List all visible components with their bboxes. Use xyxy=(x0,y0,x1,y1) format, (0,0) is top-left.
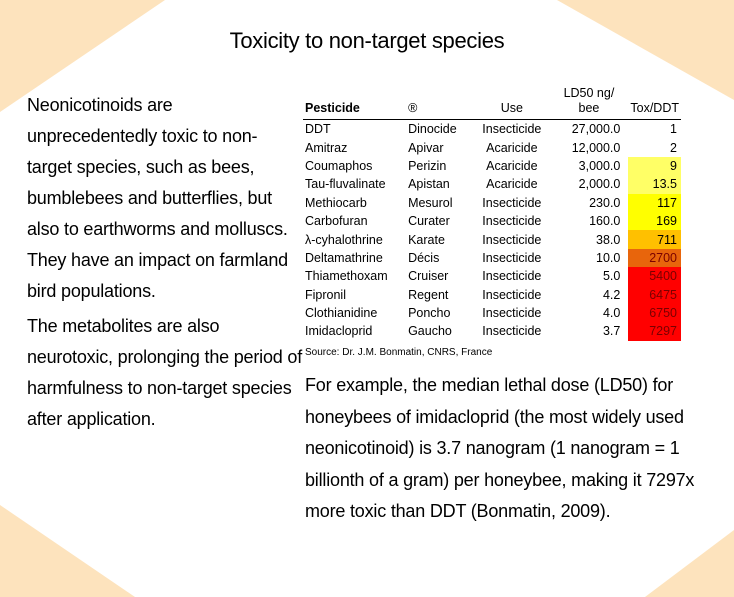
right-paragraph: For example, the median lethal dose (LD5… xyxy=(305,375,695,521)
cell-ld50: 10.0 xyxy=(596,250,621,265)
header-ld50: LD50 ng/ bee xyxy=(549,86,629,120)
cell-pesticide: Imidacloprid xyxy=(305,324,373,339)
cell-use: Acaricide xyxy=(486,158,538,173)
cell-tox-ddt: 9 xyxy=(628,156,681,176)
cell-brand: Apivar xyxy=(408,140,444,155)
cell-use: Insecticide xyxy=(482,195,542,210)
left-text: Neonicotinoids are unprecedentedly toxic… xyxy=(27,90,302,439)
cell-tox-ddt: 117 xyxy=(628,193,681,212)
cell-ld50: 12,000.0 xyxy=(571,140,621,155)
cell-ld50: 4.0 xyxy=(602,306,621,321)
table-row: Tau-fluvalinate Apistan Acaricide 2,000.0 13… xyxy=(303,175,681,194)
cell-brand: Apistan xyxy=(408,177,450,192)
cell-use: Insecticide xyxy=(482,324,542,339)
cell-pesticide: Deltamathrine xyxy=(305,250,383,265)
table-row: Thiamethoxam Cruiser Insecticide 5.0 5400 xyxy=(303,267,681,286)
cell-pesticide: Coumaphos xyxy=(305,158,373,173)
header-use: Use xyxy=(474,86,550,120)
cell-tox-ddt: 169 xyxy=(628,211,681,231)
cell-pesticide: Clothianidine xyxy=(305,306,378,321)
cell-use: Insecticide xyxy=(482,306,542,321)
cell-ld50: 38.0 xyxy=(596,232,621,247)
table-row: Fipronil Regent Insecticide 4.2 6475 xyxy=(303,285,681,304)
table-row: Clothianidine Poncho Insecticide 4.0 6750 xyxy=(303,303,681,323)
cell-use: Acaricide xyxy=(486,140,538,155)
cell-tox-ddt: 6750 xyxy=(628,303,681,323)
cell-brand: Poncho xyxy=(408,306,451,321)
cell-brand: Karate xyxy=(408,232,445,247)
table-row: λ-cyhalothrine Karate Insecticide 38.0 711 xyxy=(303,230,681,249)
table-row: Amitraz Apivar Acaricide 12,000.0 2 xyxy=(303,138,681,156)
cell-tox-ddt: 7297 xyxy=(628,322,681,341)
cell-brand: Cruiser xyxy=(408,269,449,284)
table-row: DDT Dinocide Insecticide 27,000.0 1 xyxy=(303,120,681,139)
cell-pesticide: Amitraz xyxy=(305,140,348,155)
cell-ld50: 3.7 xyxy=(602,324,621,339)
cell-use: Insecticide xyxy=(482,287,542,302)
cell-tox-ddt: 2700 xyxy=(628,248,681,268)
cell-pesticide: Thiamethoxam xyxy=(305,269,388,284)
cell-ld50: 2,000.0 xyxy=(578,177,621,192)
cell-tox-ddt: 711 xyxy=(628,230,681,249)
cell-use: Insecticide xyxy=(482,269,542,284)
table-row: Coumaphos Perizin Acaricide 3,000.0 9 xyxy=(303,156,681,176)
header-tox-ddt: Tox/DDT xyxy=(628,86,681,120)
table-row: Deltamathrine Décis Insecticide 10.0 2700 xyxy=(303,248,681,268)
cell-pesticide: Methiocarb xyxy=(305,195,367,210)
cell-tox-ddt: 2 xyxy=(670,140,677,155)
cell-ld50: 230.0 xyxy=(589,195,621,210)
cell-brand: Décis xyxy=(408,250,440,265)
header-brand: ® xyxy=(406,86,475,120)
cell-ld50: 27,000.0 xyxy=(571,122,621,137)
cell-use: Acaricide xyxy=(486,177,538,192)
cell-ld50: 5.0 xyxy=(602,269,621,284)
cell-tox-ddt: 6475 xyxy=(628,285,681,304)
cell-tox-ddt: 1 xyxy=(670,122,677,137)
cell-use: Insecticide xyxy=(482,122,542,137)
cell-ld50: 160.0 xyxy=(589,214,621,229)
cell-pesticide: λ-cyhalothrine xyxy=(305,232,383,247)
cell-brand: Perizin xyxy=(408,158,447,173)
cell-pesticide: Fipronil xyxy=(305,287,346,302)
cell-brand: Gaucho xyxy=(408,324,452,339)
cell-brand: Regent xyxy=(408,287,449,302)
cell-tox-ddt: 13.5 xyxy=(628,175,681,194)
cell-use: Insecticide xyxy=(482,232,542,247)
cell-brand: Mesurol xyxy=(408,195,453,210)
table-row: Carbofuran Curater Insecticide 160.0 169 xyxy=(303,211,681,231)
cell-pesticide: DDT xyxy=(305,122,331,137)
cell-use: Insecticide xyxy=(482,214,542,229)
cell-tox-ddt: 5400 xyxy=(628,267,681,286)
toxicity-table: Pesticide ® Use LD50 ng/ bee Tox/DDT DDT… xyxy=(303,86,681,341)
table-row: Methiocarb Mesurol Insecticide 230.0 117 xyxy=(303,193,681,212)
slide-title: Toxicity to non-target species xyxy=(229,28,505,53)
cell-brand: Curater xyxy=(408,214,450,229)
paragraph-neonicotinoids: Neonicotinoids are unprecedentedly toxic… xyxy=(27,95,288,301)
cell-pesticide: Tau-fluvalinate xyxy=(305,177,386,192)
table-source: Source: Dr. J.M. Bonmatin, CNRS, France xyxy=(305,347,493,358)
cell-ld50: 3,000.0 xyxy=(578,158,621,173)
cell-brand: Dinocide xyxy=(408,122,457,137)
header-pesticide: Pesticide xyxy=(303,86,407,120)
cell-use: Insecticide xyxy=(482,250,542,265)
cell-ld50: 4.2 xyxy=(602,287,621,302)
cell-pesticide: Carbofuran xyxy=(305,214,368,229)
table-row: Imidacloprid Gaucho Insecticide 3.7 7297 xyxy=(303,322,681,341)
paragraph-metabolites: The metabolites are also neurotoxic, pro… xyxy=(27,316,302,429)
